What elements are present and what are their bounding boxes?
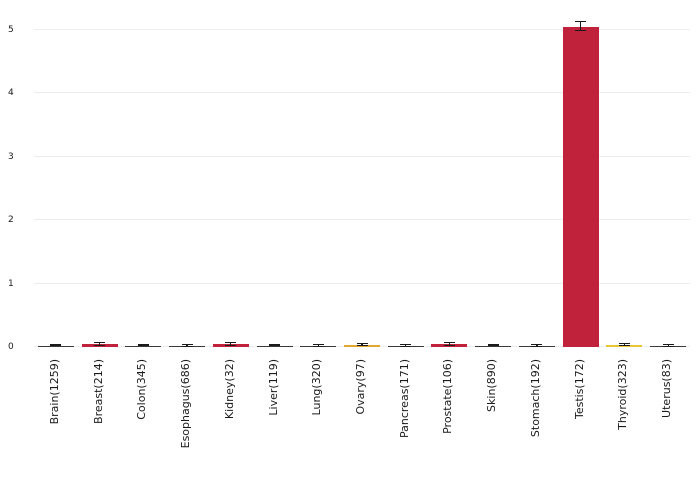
y-tick-label: 2 bbox=[8, 215, 14, 226]
x-tick-label: Breast(214) bbox=[91, 359, 105, 424]
x-tick-label: Prostate(106) bbox=[441, 359, 455, 434]
error-bar-cap bbox=[50, 343, 62, 346]
y-tick-label: 3 bbox=[8, 151, 14, 162]
x-tick-label: Esophagus(686) bbox=[179, 359, 193, 449]
error-bar-cap bbox=[531, 345, 543, 347]
error-bar-cap bbox=[312, 344, 324, 346]
error-bar-line bbox=[99, 343, 101, 346]
y-tick-label: 0 bbox=[8, 342, 14, 352]
bar bbox=[562, 26, 599, 347]
error-bar-cap bbox=[269, 345, 281, 347]
error-bar-cap bbox=[225, 344, 237, 346]
x-tick-label: Lung(320) bbox=[310, 359, 324, 416]
x-tick-label: Ovary(97) bbox=[354, 359, 367, 415]
error-bar-cap bbox=[137, 343, 149, 346]
error-bar-cap bbox=[487, 343, 499, 346]
gridline bbox=[34, 28, 690, 30]
y-axis: 0 1 2 3 4 5 bbox=[0, 14, 30, 352]
error-bar-cap bbox=[181, 344, 193, 346]
x-tick-label: Stomach(192) bbox=[528, 359, 542, 438]
error-bar-cap bbox=[94, 344, 106, 346]
error-bar-cap bbox=[312, 345, 324, 347]
error-bar-cap bbox=[225, 342, 237, 344]
x-tick-label: Brain(1259) bbox=[47, 359, 61, 425]
error-bar-cap bbox=[356, 344, 368, 347]
y-tick-label: 1 bbox=[8, 278, 14, 289]
error-bar-cap bbox=[400, 345, 412, 347]
x-tick-label: Colon(345) bbox=[135, 359, 149, 420]
error-bar-line bbox=[580, 22, 582, 32]
error-bar-cap bbox=[618, 342, 630, 345]
y-tick-label: 4 bbox=[8, 88, 14, 99]
bar bbox=[212, 344, 249, 347]
x-axis: Brain(1259) Breast(214) Colon(345) Esophagu… bbox=[34, 353, 690, 480]
error-bar-cap bbox=[662, 345, 674, 347]
error-bar-cap bbox=[575, 29, 587, 32]
x-tick-label: Thyroid(323) bbox=[616, 359, 630, 430]
error-bar-cap bbox=[137, 345, 149, 347]
error-bar-cap bbox=[50, 345, 62, 347]
error-bar-cap bbox=[487, 345, 499, 347]
plot-area bbox=[34, 14, 690, 347]
error-bar-cap bbox=[269, 343, 281, 346]
x-tick-label: Liver(119) bbox=[266, 359, 280, 416]
gridline bbox=[34, 92, 690, 94]
gridline bbox=[34, 219, 690, 221]
x-tick-label: Kidney(32) bbox=[222, 359, 236, 420]
bar bbox=[81, 344, 118, 347]
error-bar-cap bbox=[356, 342, 368, 345]
x-tick-label: Testis(172) bbox=[572, 359, 586, 420]
error-bar-cap bbox=[662, 344, 674, 346]
error-bar-line bbox=[230, 343, 232, 346]
x-tick-label: Pancreas(171) bbox=[397, 359, 411, 438]
error-bar-cap bbox=[531, 344, 543, 346]
error-bar-cap bbox=[443, 344, 455, 346]
error-bar-cap bbox=[443, 342, 455, 344]
gridline bbox=[34, 282, 690, 284]
gridline bbox=[34, 155, 690, 157]
error-bar-cap bbox=[94, 342, 106, 344]
error-bar-cap bbox=[181, 345, 193, 347]
error-bar-cap bbox=[575, 21, 587, 23]
x-tick-label: Uterus(83) bbox=[660, 359, 674, 418]
bar bbox=[431, 344, 468, 347]
error-bar-cap bbox=[400, 344, 412, 346]
error-bar-line bbox=[448, 343, 451, 346]
error-bar-cap bbox=[618, 344, 630, 347]
x-tick-label: Skin(890) bbox=[485, 359, 499, 412]
y-tick-label: 5 bbox=[8, 24, 14, 35]
